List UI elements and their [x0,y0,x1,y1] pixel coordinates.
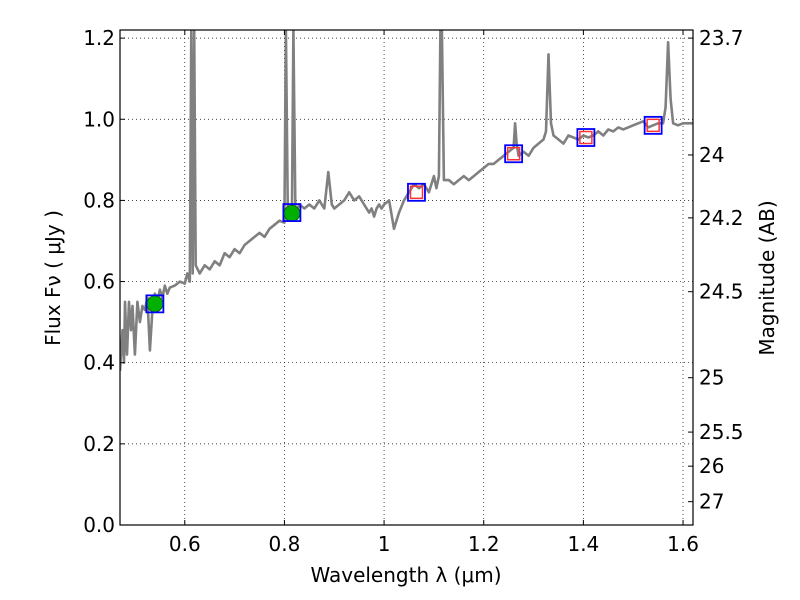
photometry-marker [282,203,302,222]
magnitude-tick-label: 24.5 [699,280,744,304]
x-tick-label: 0.8 [269,532,301,556]
photometry-marker [504,144,524,164]
y-axis-label: Flux Fν ( μJy ) [41,210,65,346]
magnitude-tick-label: 24 [699,143,724,167]
magnitude-tick-label: 27 [699,490,724,514]
model-flux-marker [646,118,660,133]
y-tick-label: 0.4 [83,351,115,375]
x-axis-label: Wavelength λ (μm) [310,563,501,587]
model-flux-marker [579,130,593,145]
x-tick-label: 1.6 [667,532,699,556]
magnitude-tick-label: 23.7 [699,26,744,50]
magnitude-tick-label: 25.5 [699,420,744,444]
observed-flux-point [146,295,164,313]
plot-frame [119,29,694,526]
photometry-marker [407,182,426,202]
y-tick-label: 0.2 [83,432,115,456]
grid [120,30,693,525]
photometry-marker [576,128,596,147]
y-tick-label: 0.6 [83,270,115,294]
model-flux-marker [409,185,424,200]
magnitude-tick-label: 24.2 [699,206,744,230]
photometry-marker [145,294,165,314]
x-tick-label: 1.4 [567,532,599,556]
y-tick-label: 1.2 [83,26,115,50]
y-axis-ticks: 0.0 0.2 0.4 0.6 0.8 1.0 1.2 [83,26,125,537]
x-tick-label: 1 [378,532,391,556]
magnitude-tick-label: 26 [699,454,724,478]
magnitude-tick-label: 25 [699,366,724,390]
magnitude-axis-label: Magnitude (AB) [755,200,779,355]
x-tick-label: 1.2 [468,532,500,556]
photometry-marker [643,115,663,135]
magnitude-axis-ticks: 23.7 24 24.2 24.5 25 25.5 26 27 [688,26,744,514]
y-tick-label: 1.0 [83,107,115,131]
x-tick-label: 0.6 [169,532,201,556]
y-tick-label: 0.8 [83,188,115,212]
model-flux-marker [506,147,521,161]
x-axis-ticks: 0.6 0.8 1 1.2 1.4 1.6 [169,30,699,556]
marker-layer [145,115,663,314]
y-tick-label: 0.0 [83,513,115,537]
observed-flux-point [283,204,301,222]
